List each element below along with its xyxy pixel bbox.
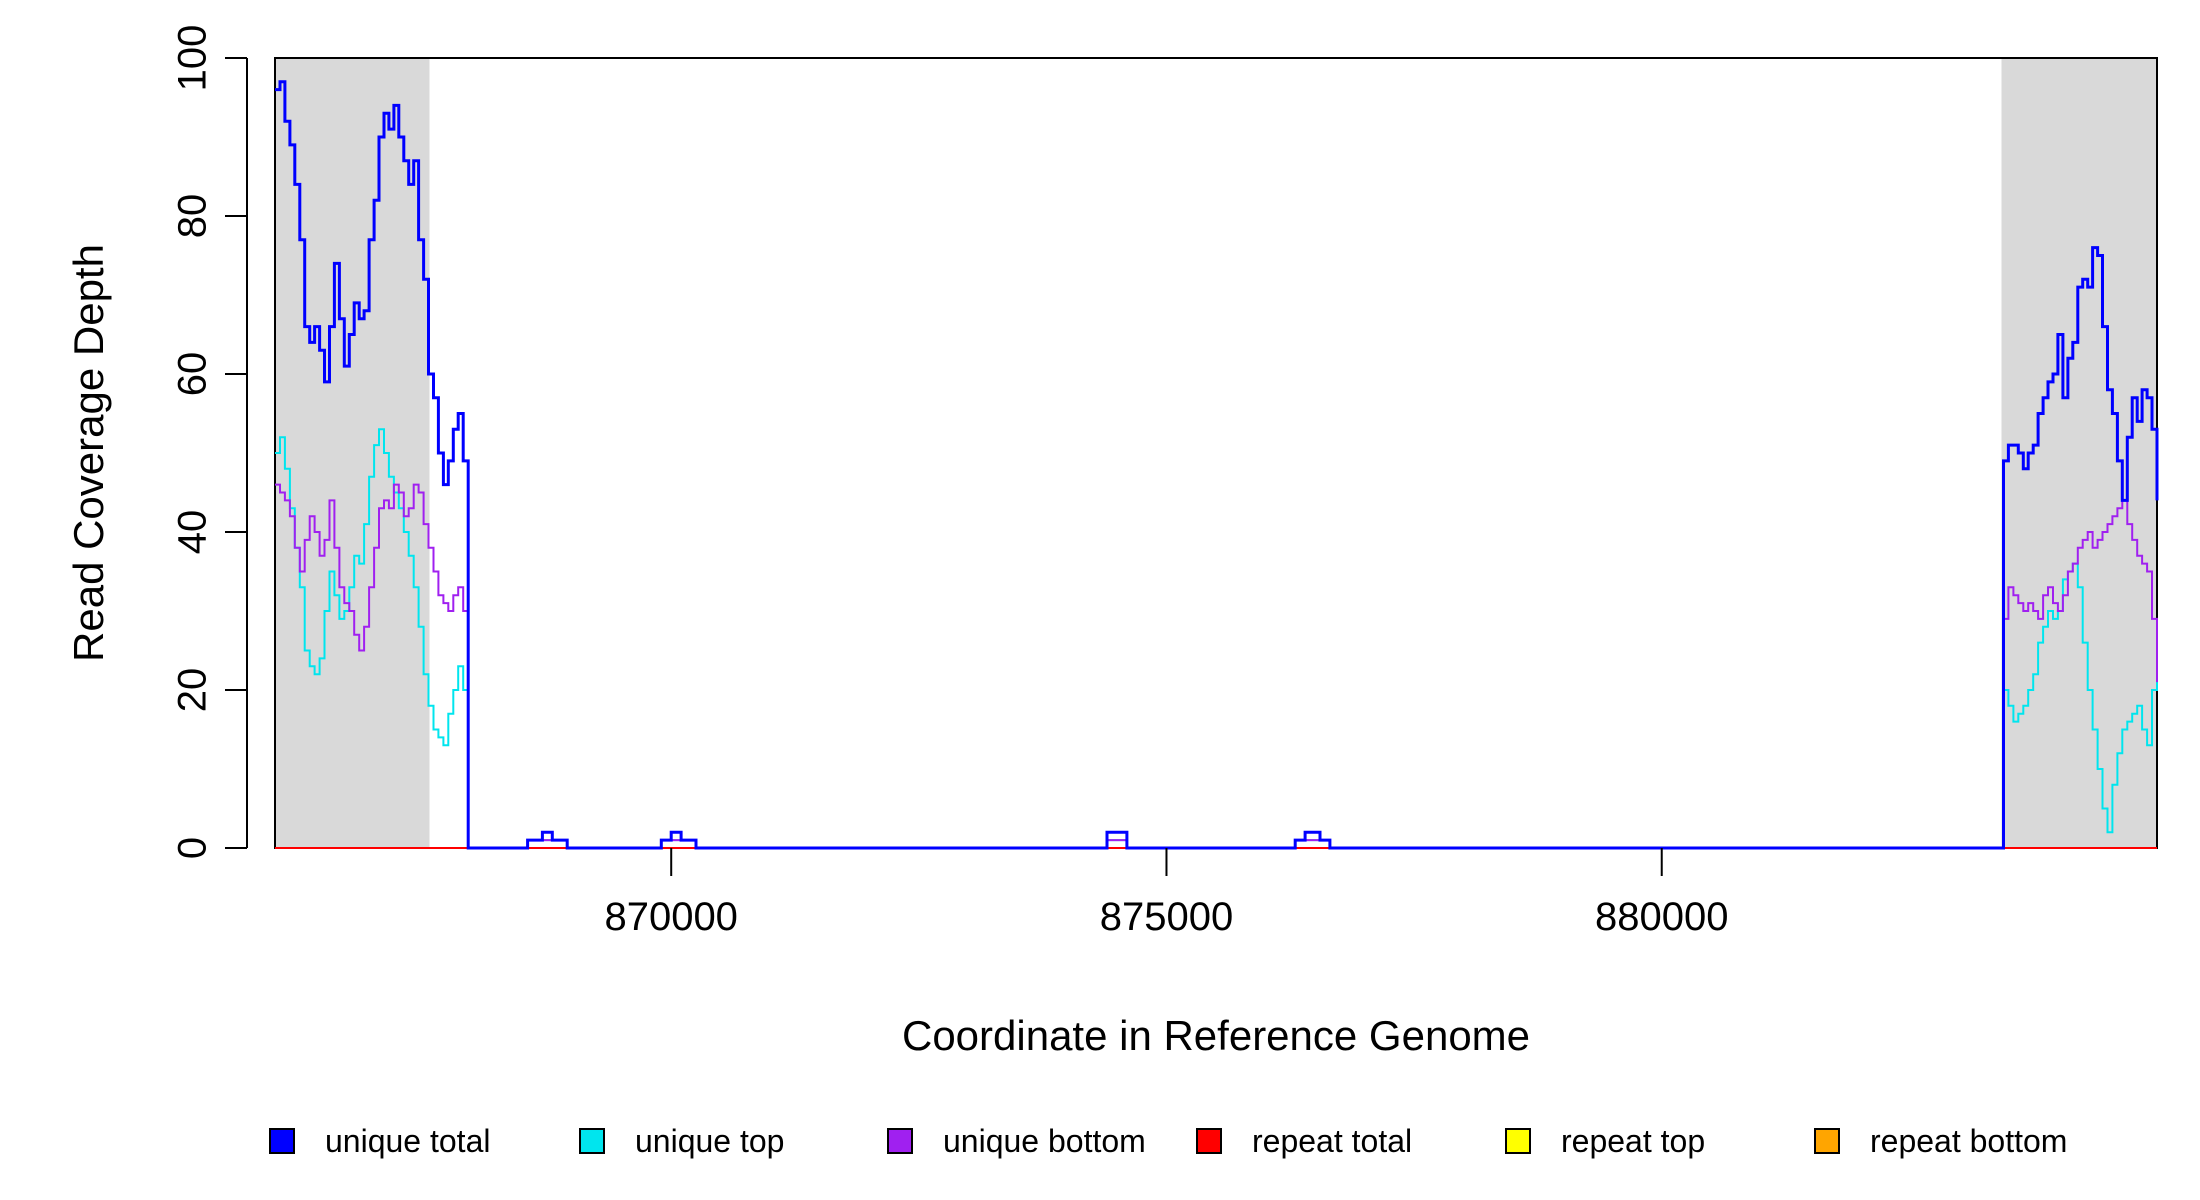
shaded-region-2	[2001, 58, 2157, 848]
legend-label: repeat total	[1252, 1123, 1412, 1159]
y-tick-label: 60	[171, 352, 215, 397]
x-axis: 870000 875000 880000	[604, 848, 1728, 939]
legend-label: unique total	[325, 1123, 490, 1159]
legend-swatch	[887, 1128, 913, 1154]
shaded-region-1	[275, 58, 430, 848]
legend-item-repeat-top: repeat top	[1505, 1123, 1705, 1159]
y-axis-title: Read Coverage Depth	[65, 244, 112, 662]
series-lines	[275, 80, 2159, 850]
x-tick-label: 880000	[1595, 895, 1728, 939]
legend-label: repeat top	[1561, 1123, 1705, 1159]
legend-label: unique bottom	[943, 1123, 1146, 1159]
legend-item-unique-bottom: unique bottom	[887, 1123, 1146, 1159]
x-axis-title: Coordinate in Reference Genome	[902, 1012, 1530, 1059]
legend-swatch	[1196, 1128, 1222, 1154]
legend-label: unique top	[635, 1123, 784, 1159]
legend-swatch	[579, 1128, 605, 1154]
x-tick-label: 870000	[604, 895, 737, 939]
y-tick-label: 0	[171, 837, 215, 859]
y-tick-label: 80	[171, 194, 215, 239]
y-tick-label: 40	[171, 510, 215, 555]
legend-label: repeat bottom	[1870, 1123, 2067, 1159]
y-axis: 0 20 40 60 80 100	[171, 25, 248, 859]
x-tick-label: 875000	[1100, 895, 1233, 939]
y-tick-label: 20	[171, 668, 215, 713]
y-tick-label: 100	[171, 25, 215, 92]
legend-swatch	[269, 1128, 295, 1154]
legend-swatch	[1814, 1128, 1840, 1154]
legend: unique total unique top unique bottom repea…	[269, 1123, 2067, 1159]
legend-item-repeat-total: repeat total	[1196, 1123, 1412, 1159]
series-line-unique-bottom	[275, 483, 2158, 849]
series-line-unique-total	[275, 80, 2159, 850]
legend-swatch	[1505, 1128, 1531, 1154]
legend-item-repeat-bottom: repeat bottom	[1814, 1123, 2067, 1159]
shaded-regions	[275, 58, 2157, 848]
legend-item-unique-total: unique total	[269, 1123, 490, 1159]
series-line-unique-top	[275, 428, 2158, 849]
legend-item-unique-top: unique top	[579, 1123, 784, 1159]
plot-frame	[274, 57, 2158, 849]
